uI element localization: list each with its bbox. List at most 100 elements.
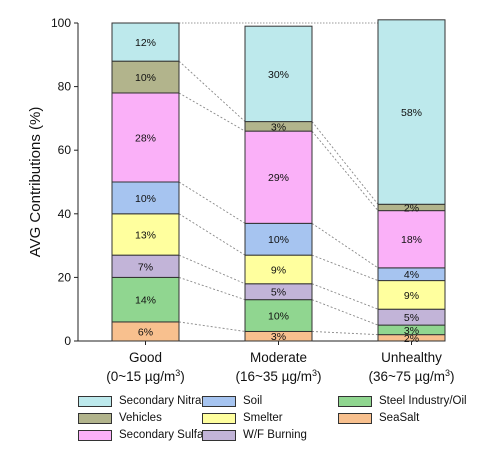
connector-line (311, 121, 379, 205)
data-label: 2% (404, 333, 419, 345)
connector-line (178, 181, 246, 224)
bar-segment (111, 22, 180, 62)
data-label: 10% (135, 72, 156, 84)
connector-line (178, 276, 246, 301)
bar-segment (377, 210, 446, 269)
legend-swatch (202, 412, 236, 424)
bar-segment (111, 92, 180, 183)
data-label: 5% (404, 312, 419, 324)
range-text: (0~15 µg/m (106, 369, 175, 384)
bar-segment (377, 19, 446, 205)
connector-line (311, 299, 379, 326)
data-label: 10% (135, 193, 156, 205)
legend-label: SeaSalt (379, 412, 420, 424)
legend-label: Smelter (243, 412, 283, 424)
legend-swatch (78, 412, 112, 424)
y-tick-label: 20 (58, 270, 72, 284)
legend-item: SeaSalt (338, 412, 419, 424)
legend-swatch (78, 395, 112, 407)
connector-line (311, 222, 379, 269)
connector-line (178, 254, 246, 285)
connector-line (311, 254, 379, 281)
legend-label: Secondary Nitrate (119, 395, 212, 407)
legend-label: Secondary Sulfate (119, 429, 213, 441)
data-label: 9% (404, 290, 419, 302)
data-label: 3% (271, 331, 286, 343)
legend-swatch (338, 395, 372, 407)
data-label: 58% (401, 107, 422, 119)
y-tick-label: 80 (58, 80, 72, 94)
connector-lines (178, 60, 379, 336)
bar-segment (244, 25, 313, 123)
y-tick-label: 60 (58, 143, 72, 157)
data-label: 29% (268, 172, 289, 184)
data-label: 10% (268, 311, 289, 323)
data-label: 10% (268, 234, 289, 246)
range-superscript: 3 (445, 368, 450, 378)
bar-segment (244, 299, 313, 332)
bar-segment (111, 181, 180, 215)
legend: Secondary Nitrate Soil Steel Industry/Oil V… (78, 395, 488, 455)
bar-segment (111, 276, 180, 323)
connector-line (311, 283, 379, 310)
legend-swatch (338, 412, 372, 424)
legend-item: Steel Industry/Oil (338, 395, 467, 407)
data-label: 18% (401, 234, 422, 246)
range-close: ) (450, 369, 455, 384)
x-tick-labels: Good(0~15 µg/m3)Moderate(16~35 µg/m3)Unh… (106, 350, 454, 384)
data-label: 4% (404, 269, 419, 281)
y-tick-label: 40 (58, 207, 72, 221)
legend-item: Vehicles (78, 412, 162, 424)
legend-swatch (202, 395, 236, 407)
data-label: 28% (135, 132, 156, 144)
x-tick-label-range: (36~75 µg/m3) (369, 368, 455, 384)
bars (111, 19, 446, 342)
connector-line (178, 92, 246, 132)
connector-line (178, 60, 246, 122)
y-tick-label: 100 (51, 16, 71, 30)
legend-label: W/F Burning (243, 429, 307, 441)
x-tick-label-range: (16~35 µg/m3) (236, 368, 322, 384)
legend-label: Steel Industry/Oil (379, 395, 467, 407)
bar-segment (111, 213, 180, 256)
data-label: 7% (138, 261, 153, 273)
legend-item: Secondary Sulfate (78, 429, 213, 441)
range-text: (36~75 µg/m (369, 369, 445, 384)
y-axis-label: AVG Contributions (%) (27, 107, 44, 258)
range-text: (16~35 µg/m (236, 369, 312, 384)
legend-swatch (202, 429, 236, 441)
range-close: ) (317, 369, 322, 384)
data-label: 30% (268, 69, 289, 81)
bar-segment (244, 130, 313, 224)
data-label: 6% (138, 326, 153, 338)
connector-line (178, 213, 246, 256)
data-label: 5% (271, 287, 286, 299)
range-superscript: 3 (312, 368, 317, 378)
data-label: 12% (135, 37, 156, 49)
range-close: ) (180, 369, 185, 384)
bar-segment (377, 280, 446, 310)
data-label: 14% (135, 295, 156, 307)
stacked-bar-chart: 0 20 40 60 80 100 6% 14% 7% 13% 10% 28% 10% 12% 3% 10%… (27, 16, 454, 384)
connector-line (311, 331, 379, 336)
x-tick-label-range: (0~15 µg/m3) (106, 368, 184, 384)
data-label: 13% (135, 229, 156, 241)
segment-labels: 6% 14% 7% 13% 10% 28% 10% 12% 3% 10% 5% 9% 10% 29% 3% 3… (135, 37, 422, 345)
y-tick-label: 0 (64, 334, 71, 348)
x-tick-label: Good (129, 350, 162, 365)
range-superscript: 3 (175, 368, 180, 378)
legend-item: Smelter (202, 412, 283, 424)
data-label: 9% (271, 264, 286, 276)
legend-item: Soil (202, 395, 262, 407)
data-label: 3% (271, 121, 286, 133)
legend-label: Soil (243, 395, 263, 407)
data-label: 3% (404, 325, 419, 337)
data-label: 2% (404, 202, 419, 214)
legend-swatch (78, 429, 112, 441)
legend-item: Secondary Nitrate (78, 395, 211, 407)
connector-line (311, 130, 379, 211)
bar-segment (244, 254, 313, 285)
x-tick-label: Unhealthy (381, 350, 442, 365)
x-tick-label: Moderate (250, 350, 307, 365)
connector-line (178, 321, 246, 332)
